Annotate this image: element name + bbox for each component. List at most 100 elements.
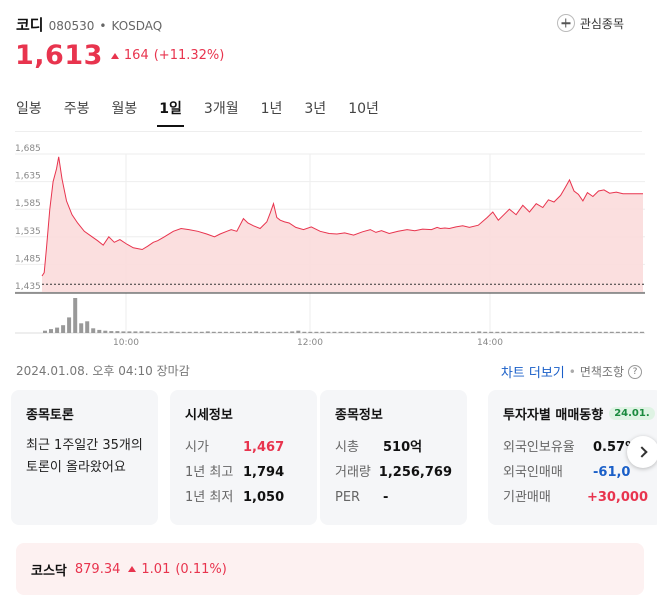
period-tabs: 일봉 주봉 월봉 1일 3개월 1년 3년 10년 xyxy=(16,98,401,127)
help-icon[interactable]: ? xyxy=(628,364,642,379)
volume-bar xyxy=(537,331,542,333)
volume-bar xyxy=(266,331,271,333)
row-value: 510억 xyxy=(383,440,423,455)
info-row: 거래량 1,256,769 xyxy=(335,460,452,485)
discussion-summary: 최근 1주일간 35개의 토론이 올라왔어요 xyxy=(26,438,143,475)
current-price: 1,613 xyxy=(15,40,103,71)
tab-3month[interactable]: 3개월 xyxy=(203,101,239,117)
volume-bar xyxy=(260,331,265,333)
volume-bar xyxy=(302,331,307,333)
row-value: - xyxy=(383,490,389,505)
volume-bar xyxy=(555,331,560,333)
volume-bar xyxy=(579,331,584,333)
volume-bar xyxy=(410,331,415,333)
volume-bar xyxy=(386,331,391,333)
tab-daily[interactable]: 일봉 xyxy=(16,101,42,117)
row-label: 기관매매 xyxy=(503,490,551,505)
volume-bar xyxy=(169,331,174,333)
card-stock-info[interactable]: 종목정보 시총 510억 거래량 1,256,769 PER - xyxy=(320,390,467,525)
row-label: 거래량 xyxy=(335,465,371,480)
y-tick-label: 1,635 xyxy=(15,172,41,182)
index-name: 코스닥 xyxy=(31,563,67,579)
volume-bar xyxy=(242,331,246,333)
volume-bar xyxy=(356,331,361,333)
card-market-info[interactable]: 시세정보 시가 1,467 1년 최고 1,794 1년 최저 1,050 xyxy=(170,390,317,525)
volume-bar xyxy=(525,331,530,333)
card-title: 시세정보 xyxy=(185,408,233,423)
volume-bar xyxy=(217,331,222,333)
row-value: +30,000 xyxy=(586,490,648,505)
tab-monthly[interactable]: 월봉 xyxy=(111,101,138,117)
volume-bar xyxy=(513,331,518,333)
row-label: 외국인보유율 xyxy=(503,440,575,455)
card-title-text: 투자자별 매매동향 xyxy=(503,408,604,423)
tab-3year[interactable]: 3년 xyxy=(304,101,327,117)
volume-bar xyxy=(61,325,66,333)
volume-bar xyxy=(368,331,373,333)
volume-bar xyxy=(278,331,283,333)
volume-bar xyxy=(55,327,60,333)
volume-bar xyxy=(609,331,614,333)
volume-bar xyxy=(573,331,578,333)
volume-bar xyxy=(296,330,301,333)
volume-bar xyxy=(398,331,403,333)
card-investor-trading[interactable]: 투자자별 매매동향 24.01. 외국인보유율 0.57% 외국인매매 -61,… xyxy=(488,390,657,525)
volume-bar xyxy=(640,331,644,333)
volume-bar xyxy=(507,331,512,333)
volume-bar xyxy=(326,331,331,333)
volume-bar xyxy=(483,331,488,333)
x-tick-label: 12:00 xyxy=(297,338,323,348)
price-change: 164 (+11.32%) xyxy=(110,48,224,63)
volume-bar xyxy=(314,331,319,333)
status-row: 2024.01.08. 오후 04:10 장마감 차트 더보기 • 면책조항 ? xyxy=(16,362,642,381)
tab-10year[interactable]: 10년 xyxy=(348,101,379,117)
up-triangle-icon xyxy=(128,566,137,572)
info-row: 시총 510억 xyxy=(335,435,452,460)
volume-bar xyxy=(67,317,72,333)
next-cards-button[interactable] xyxy=(627,436,657,468)
volume-bar xyxy=(97,329,102,333)
volume-bar xyxy=(585,331,590,333)
price-area xyxy=(42,156,643,292)
volume-bar xyxy=(127,331,132,333)
card-title: 투자자별 매매동향 24.01. xyxy=(503,404,655,423)
kosdaq-index-bar[interactable]: 코스닥 879.34 1.01 (0.11%) xyxy=(16,543,644,595)
row-value: 1,256,769 xyxy=(378,465,452,480)
card-discussion[interactable]: 종목토론 최근 1주일간 35개의 토론이 올라왔어요 xyxy=(11,390,158,525)
tab-weekly[interactable]: 주봉 xyxy=(63,101,90,117)
volume-bar xyxy=(434,331,439,333)
volume-bar xyxy=(157,331,162,333)
add-favorite-button[interactable]: 관심종목 xyxy=(556,14,624,32)
tab-1year[interactable]: 1년 xyxy=(260,101,283,117)
chart-more-link[interactable]: 차트 더보기 xyxy=(500,366,565,381)
volume-bar xyxy=(145,331,150,333)
volume-bar xyxy=(519,331,524,333)
volume-bar xyxy=(223,331,228,333)
volume-bar xyxy=(211,331,216,333)
row-value: 1,467 xyxy=(243,440,285,455)
row-value: -61,0 xyxy=(593,465,631,480)
y-tick-label: 1,435 xyxy=(15,282,41,292)
row-label: 시가 xyxy=(185,440,209,455)
volume-bar xyxy=(103,330,108,333)
volume-bar xyxy=(567,331,572,333)
add-favorite-label: 관심종목 xyxy=(579,16,624,31)
market-close-time: 2024.01.08. 오후 04:10 장마감 xyxy=(16,364,190,378)
volume-bar xyxy=(151,331,156,333)
volume-bar xyxy=(344,331,349,333)
volume-bar xyxy=(181,331,186,333)
price-row: 1,613 164 (+11.32%) xyxy=(15,40,224,71)
volume-bar xyxy=(338,331,343,333)
volume-bar xyxy=(332,331,337,333)
market-name: KOSDAQ xyxy=(111,19,163,33)
tab-1day[interactable]: 1일 xyxy=(157,98,184,127)
volume-bar xyxy=(272,331,277,333)
volume-bar xyxy=(290,331,295,333)
separator-dot: • xyxy=(99,19,107,33)
disclaimer-link[interactable]: 면책조항 xyxy=(579,365,624,379)
volume-bar xyxy=(49,329,53,333)
volume-bar xyxy=(43,330,47,333)
price-chart[interactable]: 1,685 1,635 1,585 1,535 1,485 1,435 10:00 12:00… xyxy=(0,140,657,350)
volume-bar xyxy=(549,331,554,333)
row-value: 1,794 xyxy=(243,465,285,480)
